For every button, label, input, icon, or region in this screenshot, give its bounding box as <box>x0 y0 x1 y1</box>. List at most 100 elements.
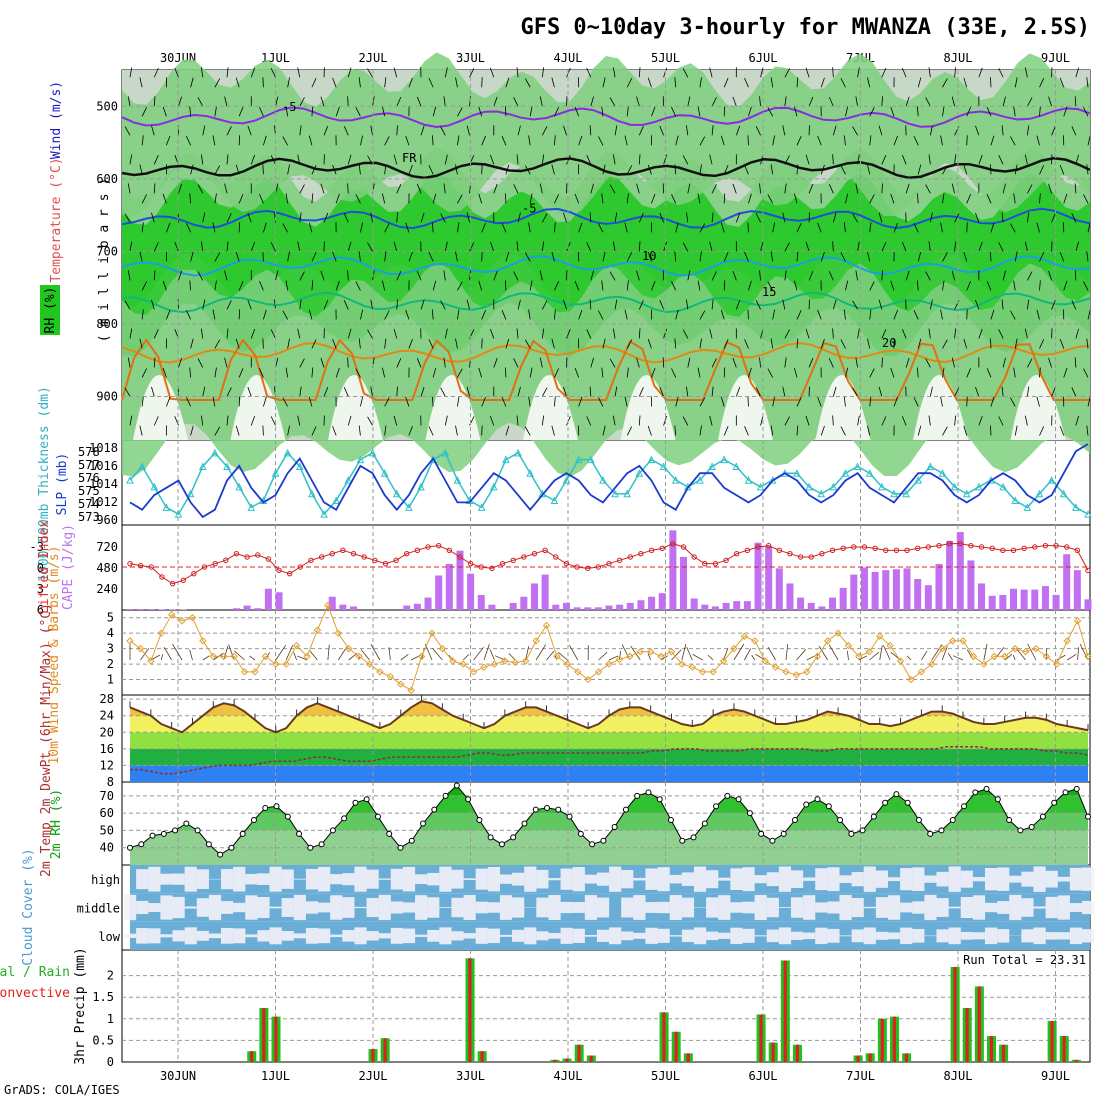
bottom-date-label: 4JUL <box>554 1069 583 1083</box>
rh-point <box>229 845 234 850</box>
wind-barb <box>724 193 725 203</box>
rh-point <box>916 818 921 823</box>
cloud-cell <box>973 932 985 939</box>
rh-point <box>556 807 561 812</box>
precip-convective-bar <box>383 1038 386 1062</box>
cloud-cell <box>233 903 245 912</box>
cloud-cell <box>488 902 500 913</box>
cloud-cell <box>779 927 791 944</box>
precip-tick-label: 0.5 <box>92 1033 114 1047</box>
cloud-cell <box>173 897 185 918</box>
precip-convective-bar <box>250 1051 253 1062</box>
cape-bar <box>520 597 527 610</box>
cloud-cell <box>427 873 439 885</box>
slp-tick-label: 1014 <box>89 477 118 491</box>
cloud-cell <box>803 933 815 940</box>
cape-axis-label: CAPE (J/kg) <box>61 524 76 610</box>
cape-bar <box>797 598 804 610</box>
cloud-cell <box>488 929 500 943</box>
cloud-cell <box>439 907 451 908</box>
cloud-cell <box>342 930 354 942</box>
rh-point <box>330 828 335 833</box>
bottom-date-label: 5JUL <box>651 1069 680 1083</box>
cloud-cell <box>985 903 997 912</box>
cloud-cell <box>318 903 330 913</box>
cape-bar <box>148 609 155 610</box>
cape-bar <box>850 575 857 610</box>
cloud-cell <box>742 902 754 914</box>
rh-point <box>680 838 685 843</box>
cape-bar <box>659 593 666 610</box>
cloud-cell <box>949 907 961 909</box>
pressure-tick-label: 500 <box>96 99 118 113</box>
precip-tick-label: 0 <box>107 1055 114 1069</box>
rh-point <box>161 831 166 836</box>
rh-point <box>240 831 245 836</box>
cloud-cell <box>597 873 609 886</box>
cloud-cell <box>512 930 524 942</box>
rh-point <box>1029 824 1034 829</box>
cape-bar <box>808 603 815 610</box>
rh-point <box>747 811 752 816</box>
cloud-cell <box>973 895 985 919</box>
wind-tick-label: 3 <box>107 642 114 656</box>
cloud-cell <box>815 902 827 912</box>
cape-bar <box>127 609 134 610</box>
top-date-label: 9JUL <box>1041 51 1070 65</box>
cloud-cell <box>694 866 706 891</box>
rh-point <box>849 831 854 836</box>
cloud-cell <box>512 873 524 886</box>
rh-point <box>668 818 673 823</box>
wind-barb <box>967 222 968 232</box>
cloud-cell <box>730 902 742 912</box>
bottom-date-label: 6JUL <box>749 1069 778 1083</box>
cloud-cell <box>536 870 548 889</box>
cloud-cell <box>173 874 185 885</box>
cloud-cell <box>755 935 767 936</box>
cloud-cell <box>888 932 900 939</box>
rh-point <box>150 833 155 838</box>
cape-bar <box>446 564 453 610</box>
cloud-cell <box>439 927 451 944</box>
cloud-cell <box>573 902 585 913</box>
cloud-cell <box>427 897 439 917</box>
rh-point <box>950 818 955 823</box>
cloud-cell <box>1070 868 1082 891</box>
cloud-cell <box>1082 929 1094 942</box>
cloud-cell <box>257 873 269 885</box>
cloud-cell <box>403 902 415 912</box>
cloud-cell <box>718 878 730 881</box>
cloud-cell <box>900 903 912 913</box>
wind-barb <box>239 396 240 406</box>
cloud-cell <box>379 895 391 920</box>
cloud-cell <box>718 933 730 939</box>
cloud-cell <box>306 869 318 889</box>
rh-point <box>860 828 865 833</box>
cloud-cell <box>148 867 160 892</box>
cloud-cell <box>464 895 476 920</box>
rh-point <box>623 807 628 812</box>
cape-bar <box>840 588 847 610</box>
rh-point <box>533 807 538 812</box>
cloud-cell <box>391 928 403 944</box>
wind-barb <box>990 426 991 436</box>
slp-axis-label: SLP (mb) <box>55 453 70 516</box>
cloud-cell <box>221 869 233 889</box>
cape-tick-label: 240 <box>96 582 118 596</box>
cape-bar <box>733 601 740 610</box>
rh-point <box>251 818 256 823</box>
cloud-cell <box>476 869 488 890</box>
cloud-cell <box>912 867 924 891</box>
cape-bar <box>701 605 708 610</box>
cloud-cell <box>330 935 342 938</box>
cloud-cell <box>294 879 306 880</box>
rh-point <box>387 831 392 836</box>
top-date-label: 4JUL <box>554 51 583 65</box>
cloud-cell <box>1021 929 1033 942</box>
cloud-cell <box>633 933 645 939</box>
rh-point <box>612 824 617 829</box>
rh-point <box>297 831 302 836</box>
rh-point <box>466 797 471 802</box>
cape-bar <box>244 606 251 610</box>
cloud-cell <box>924 876 936 883</box>
